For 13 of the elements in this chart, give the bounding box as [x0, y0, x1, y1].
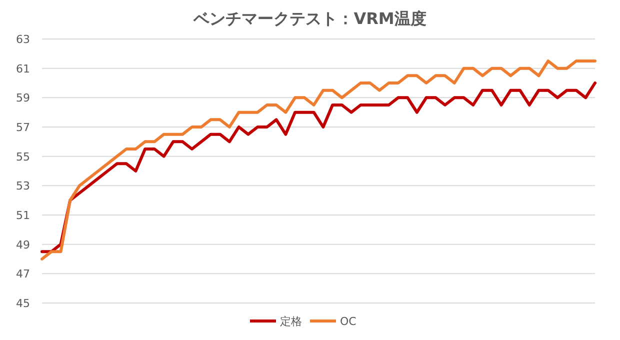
- legend-label: 定格: [280, 315, 302, 328]
- y-tick-label: 51: [16, 209, 30, 222]
- y-tick-label: 47: [16, 268, 30, 281]
- y-tick-label: 63: [16, 33, 30, 46]
- y-tick-label: 61: [16, 62, 30, 76]
- y-tick-label: 57: [16, 121, 30, 134]
- legend-label: OC: [340, 315, 357, 328]
- y-tick-label: 59: [16, 92, 30, 105]
- y-tick-label: 55: [16, 150, 30, 164]
- y-tick-label: 45: [16, 297, 30, 310]
- y-tick-label: 53: [16, 180, 30, 193]
- chart-title: ベンチマークテスト：VRM温度: [192, 9, 426, 28]
- y-tick-label: 49: [16, 238, 30, 252]
